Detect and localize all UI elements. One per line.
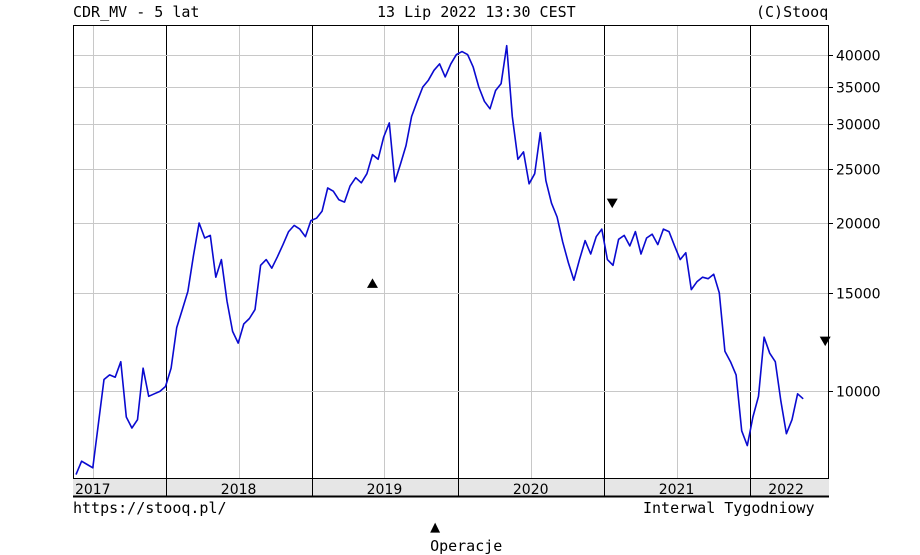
y-tick-label: 15000 <box>836 287 881 303</box>
operations-legend: ▲ Operacje <box>412 499 502 555</box>
year-band-background <box>73 478 829 497</box>
y-tick-label: 20000 <box>836 217 881 233</box>
y-axis: 10000 15000 20000 25000 30000 35000 40000 <box>828 49 881 401</box>
price-series-line <box>75 44 804 475</box>
x-axis: 2017 2018 2019 2020 2021 2022 <box>75 482 804 498</box>
x-tick-label: 2021 <box>659 482 695 498</box>
operation-markers <box>366 198 831 347</box>
horizontal-grid <box>74 55 828 392</box>
plot-frame <box>73 25 829 479</box>
year-band <box>73 478 829 498</box>
vertical-grid <box>93 26 751 496</box>
copyright-label: (C)Stooq <box>756 3 829 21</box>
source-url[interactable]: https://stooq.pl/ <box>73 499 227 517</box>
y-tick-label: 40000 <box>836 49 881 65</box>
price-chart: 10000 15000 20000 25000 30000 35000 40000 2017… <box>73 25 881 498</box>
y-tick-label: 35000 <box>836 81 881 97</box>
x-tick-label: 2018 <box>221 482 257 498</box>
sell-operation-marker <box>819 336 831 347</box>
y-tick-label: 25000 <box>836 163 881 179</box>
x-tick-label: 2017 <box>75 482 111 498</box>
chart-title: CDR_MV - 5 lat <box>73 3 200 21</box>
sell-operation-marker <box>606 198 618 209</box>
x-tick-label: 2020 <box>513 482 549 498</box>
buy-triangle-icon: ▲ <box>430 520 441 535</box>
y-tick-label: 10000 <box>836 385 881 401</box>
x-tick-label: 2019 <box>367 482 403 498</box>
buy-operation-marker <box>366 278 378 288</box>
x-tick-label: 2022 <box>768 482 804 498</box>
operations-legend-label: Operacje <box>430 537 503 555</box>
chart-timestamp: 13 Lip 2022 13:30 CEST <box>377 3 576 21</box>
interval-label: Interwal Tygodniowy <box>643 499 815 517</box>
y-tick-label: 30000 <box>836 118 881 134</box>
